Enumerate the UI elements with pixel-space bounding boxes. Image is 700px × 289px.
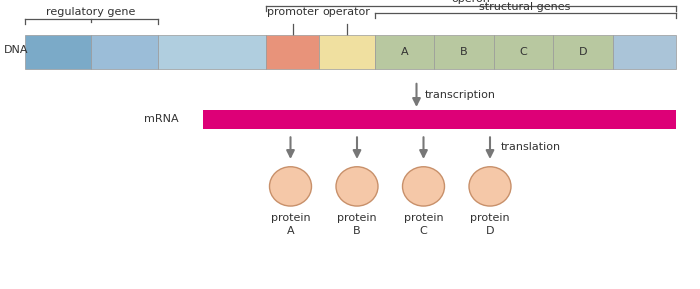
Text: promoter: promoter	[267, 7, 318, 17]
Ellipse shape	[402, 167, 444, 206]
Ellipse shape	[270, 167, 312, 206]
Text: translation: translation	[500, 142, 561, 152]
Text: operator: operator	[323, 7, 370, 17]
Text: A: A	[401, 47, 408, 57]
Ellipse shape	[469, 167, 511, 206]
Text: structural genes: structural genes	[480, 1, 570, 12]
Text: protein
B: protein B	[337, 213, 377, 236]
FancyBboxPatch shape	[612, 35, 676, 69]
Text: mRNA: mRNA	[144, 114, 178, 124]
Text: D: D	[579, 47, 587, 57]
FancyBboxPatch shape	[434, 35, 494, 69]
Text: regulatory gene: regulatory gene	[46, 7, 136, 17]
FancyBboxPatch shape	[553, 35, 612, 69]
Text: protein
D: protein D	[470, 213, 510, 236]
Text: C: C	[519, 47, 528, 57]
Text: protein
C: protein C	[404, 213, 443, 236]
FancyBboxPatch shape	[374, 35, 434, 69]
Text: operon: operon	[452, 0, 490, 4]
Text: DNA: DNA	[4, 45, 28, 55]
Text: transcription: transcription	[425, 90, 496, 100]
FancyBboxPatch shape	[203, 110, 676, 129]
FancyBboxPatch shape	[158, 35, 266, 69]
FancyBboxPatch shape	[25, 35, 91, 69]
Ellipse shape	[336, 167, 378, 206]
Text: protein
A: protein A	[271, 213, 310, 236]
FancyBboxPatch shape	[91, 35, 158, 69]
FancyBboxPatch shape	[318, 35, 374, 69]
FancyBboxPatch shape	[494, 35, 553, 69]
Text: B: B	[461, 47, 468, 57]
FancyBboxPatch shape	[266, 35, 318, 69]
